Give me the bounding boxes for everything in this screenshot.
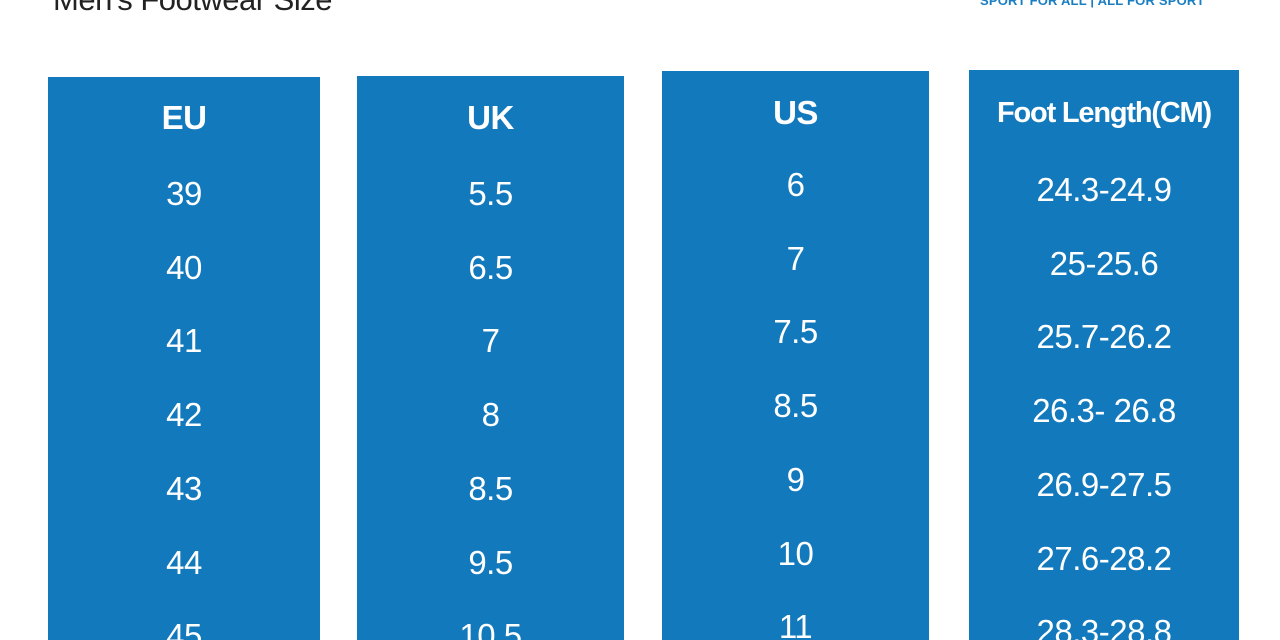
size-cell: 9.5 <box>468 543 513 581</box>
column-header: US <box>773 94 818 131</box>
size-cell: 7.5 <box>773 313 818 351</box>
size-cell: 11 <box>778 608 813 640</box>
column-header: EU <box>161 99 207 136</box>
size-cell: 26.9-27.5 <box>1036 465 1172 503</box>
size-cell: 42 <box>166 396 202 434</box>
size-cell: 27.6-28.2 <box>1036 539 1172 577</box>
tagline: SPORT FOR ALL | ALL FOR SPORT <box>980 0 1205 8</box>
size-cell: 7 <box>786 239 805 277</box>
column-header: UK <box>467 99 514 136</box>
size-cell: 41 <box>166 322 202 360</box>
size-cell: 43 <box>166 469 202 507</box>
size-cell: 8.5 <box>468 469 513 507</box>
size-column: Foot Length(CM) 24.3-24.9 25-25.6 25.7-26.2… <box>969 70 1239 640</box>
title: Men's Footwear Size <box>53 0 332 18</box>
size-cell: 39 <box>166 175 202 212</box>
size-column: US 6 7 7.5 8.5 9 10 11 <box>662 71 929 640</box>
size-cell: 6 <box>786 166 805 203</box>
size-cell: 10 <box>777 534 814 572</box>
size-cell: 8 <box>481 396 500 434</box>
size-cell: 45 <box>166 617 202 640</box>
size-cell: 44 <box>166 543 202 581</box>
size-cell: 10.5 <box>459 617 522 640</box>
size-cell: 7 <box>481 322 500 360</box>
size-column: EU 39 40 41 42 43 44 45 <box>48 77 320 640</box>
size-column: UK 5.5 6.5 7 8 8.5 9.5 10.5 <box>357 76 624 640</box>
size-cell: 8.5 <box>773 387 818 425</box>
size-cell: 25-25.6 <box>1049 244 1159 282</box>
size-cell: 24.3-24.9 <box>1036 171 1172 208</box>
size-cell: 25.7-26.2 <box>1036 318 1172 356</box>
column-header: Foot Length(CM) <box>997 97 1212 129</box>
size-cell: 28.3-28.8 <box>1036 613 1172 640</box>
size-cell: 6.5 <box>468 248 513 286</box>
size-cell: 9 <box>786 460 805 498</box>
size-cell: 26.3- 26.8 <box>1032 392 1176 430</box>
size-cell: 5.5 <box>468 175 513 212</box>
size-cell: 40 <box>166 248 202 286</box>
